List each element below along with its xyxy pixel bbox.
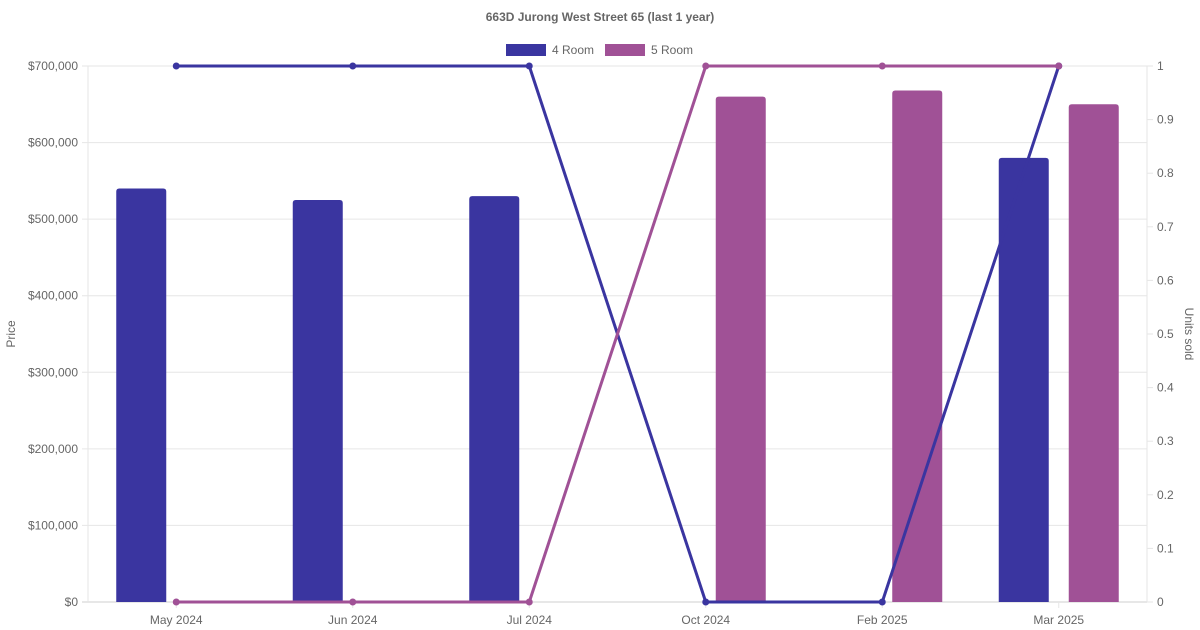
bar-5-room[interactable]	[892, 90, 943, 602]
y-left-tick-label: $100,000	[28, 518, 78, 532]
y-right-tick-label: 0.7	[1157, 220, 1174, 234]
price-bars	[116, 90, 1119, 603]
point-units-sold-4-room[interactable]	[172, 62, 180, 70]
y-left-tick-label: $500,000	[28, 212, 78, 226]
y-right-tick-label: 0.2	[1157, 488, 1174, 502]
y-left-tick-label: $300,000	[28, 365, 78, 379]
legend-swatch-4-room	[506, 44, 546, 56]
line-units-sold-5-room	[176, 64, 1059, 604]
x-tick-label: Oct 2024	[681, 613, 730, 627]
x-tick-label: Mar 2025	[1033, 613, 1084, 627]
y-right-tick-label: 0.8	[1157, 166, 1174, 180]
x-tick-label: Jul 2024	[507, 613, 553, 627]
y-right-tick-label: 0.9	[1157, 113, 1174, 127]
legend: 4 Room 5 Room	[506, 43, 693, 57]
y-right-tick-label: 0.1	[1157, 541, 1174, 555]
y-left-tick-labels: $0 $100,000 $200,000 $300,000 $400,000 $500,0…	[28, 59, 78, 609]
bar-4-room[interactable]	[998, 157, 1049, 602]
units-sold-lines	[172, 62, 1063, 606]
point-units-sold-4-room[interactable]	[349, 62, 357, 70]
point-units-sold-5-room[interactable]	[172, 598, 180, 606]
chart-title: 663D Jurong West Street 65 (last 1 year)	[486, 10, 715, 24]
y-right-tick-label: 0.4	[1157, 381, 1174, 395]
legend-swatch-5-room	[605, 44, 645, 56]
x-tick-label: Feb 2025	[857, 613, 908, 627]
bar-5-room[interactable]	[1068, 104, 1119, 603]
gridlines	[82, 65, 1153, 608]
bar-4-room[interactable]	[116, 188, 167, 602]
y-left-tick-label: $700,000	[28, 59, 78, 73]
point-units-sold-4-room[interactable]	[525, 62, 533, 70]
bar-4-room[interactable]	[292, 200, 343, 602]
point-units-sold-5-room[interactable]	[349, 598, 357, 606]
y-right-tick-label: 0.5	[1157, 327, 1174, 341]
point-units-sold-5-room[interactable]	[702, 62, 710, 70]
y-right-tick-label: 1	[1157, 59, 1164, 73]
legend-item-5-room[interactable]: 5 Room	[605, 43, 693, 57]
y-right-axis-title: Units sold	[1182, 308, 1196, 361]
y-left-tick-label: $0	[65, 595, 79, 609]
y-left-tick-label: $400,000	[28, 289, 78, 303]
legend-label-5-room: 5 Room	[651, 43, 693, 57]
bar-5-room[interactable]	[715, 96, 766, 602]
point-units-sold-4-room[interactable]	[702, 598, 710, 606]
y-left-tick-label: $200,000	[28, 442, 78, 456]
point-units-sold-5-room[interactable]	[1055, 62, 1063, 70]
legend-item-4-room[interactable]: 4 Room	[506, 43, 594, 57]
y-right-tick-label: 0.6	[1157, 273, 1174, 287]
y-right-tick-label: 0	[1157, 595, 1164, 609]
y-left-axis-title: Price	[4, 320, 18, 348]
bar-4-room[interactable]	[469, 196, 520, 602]
y-right-tick-label: 0.3	[1157, 434, 1174, 448]
y-left-tick-label: $600,000	[28, 136, 78, 150]
point-units-sold-5-room[interactable]	[525, 598, 533, 606]
x-tick-labels: May 2024 Jun 2024 Jul 2024 Oct 2024 Feb 2025…	[150, 613, 1085, 627]
point-units-sold-4-room[interactable]	[878, 598, 886, 606]
point-units-sold-5-room[interactable]	[878, 62, 886, 70]
legend-label-4-room: 4 Room	[552, 43, 594, 57]
y-right-tick-labels: 0 0.1 0.2 0.3 0.4 0.5 0.6 0.7 0.8 0.9 1	[1157, 59, 1174, 609]
x-tick-label: May 2024	[150, 613, 203, 627]
x-tick-label: Jun 2024	[328, 613, 378, 627]
